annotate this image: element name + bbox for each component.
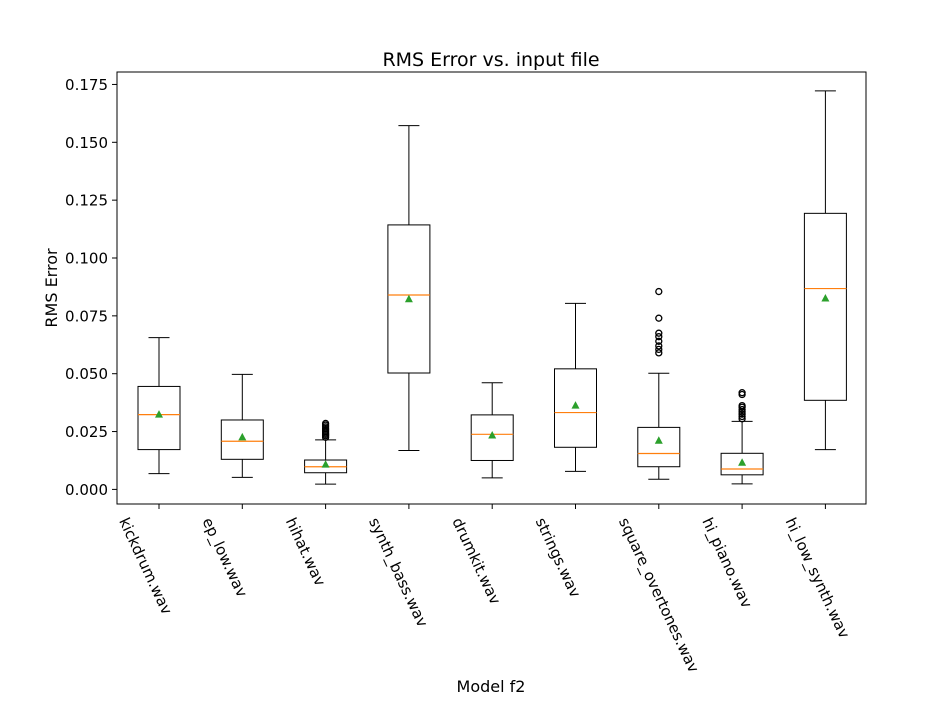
chart-title: RMS Error vs. input file (382, 49, 599, 71)
box-group (720, 389, 764, 485)
outlier-point (321, 419, 330, 428)
x-tick-label: strings.wav (532, 515, 585, 601)
box-group (554, 302, 597, 472)
plot-frame (116, 71, 867, 505)
iqr-box (803, 212, 847, 401)
box-group (137, 337, 181, 475)
y-axis-title: RMS Error (42, 248, 61, 328)
mean-marker (738, 458, 747, 466)
box-group (387, 125, 431, 452)
outlier-point (738, 415, 746, 423)
x-tick-label: synth_bass.wav (364, 515, 431, 631)
mean-marker (571, 401, 580, 409)
iqr-box (554, 368, 597, 448)
outlier-point (655, 314, 663, 322)
mean-marker (238, 432, 247, 441)
outlier-point (655, 337, 663, 345)
outlier-point (655, 345, 663, 354)
iqr-box (720, 452, 764, 476)
outlier-point (655, 333, 663, 341)
box-group (220, 373, 264, 478)
iqr-box (637, 426, 681, 468)
iqr-box (137, 385, 181, 451)
y-tick-label: 0.175 (65, 76, 108, 94)
x-tick-label: hi_piano.wav (697, 515, 756, 612)
mean-marker (404, 294, 413, 303)
box-group (304, 419, 348, 485)
y-tick-label: 0.075 (65, 307, 108, 325)
plot-area (137, 90, 847, 485)
outlier-point (738, 401, 746, 410)
box-group (637, 287, 681, 480)
x-tick-label: ep_low.wav (198, 515, 251, 601)
mean-marker (321, 460, 330, 468)
y-tick-label: 0.050 (65, 365, 108, 383)
y-tick-label: 0.125 (65, 192, 108, 210)
mean-marker (654, 436, 663, 444)
x-axis: kickdrum.wav ep_low.wav hihat.wav synth_bas… (115, 504, 853, 676)
x-tick-label: hihat.wav (282, 515, 329, 589)
x-tick-label: hi_low_synth.wav (781, 515, 854, 642)
y-tick-label: 0.100 (65, 250, 108, 268)
outlier-point (738, 412, 746, 421)
y-tick-label: 0.150 (65, 134, 108, 152)
y-tick-label: 0.000 (65, 481, 108, 499)
mean-marker (488, 430, 497, 439)
x-tick-label: square_overtones.wav (614, 515, 703, 676)
outlier-point (738, 389, 746, 397)
mean-marker (155, 410, 163, 418)
outlier-point (655, 287, 663, 296)
box-group (470, 382, 514, 479)
outlier-point (655, 349, 663, 357)
outlier-point (655, 329, 663, 337)
y-tick-label: 0.025 (65, 423, 108, 441)
x-axis-title: Model f2 (457, 677, 526, 696)
outlier-point (738, 410, 746, 418)
x-tick-label: kickdrum.wav (115, 515, 176, 618)
mean-marker (821, 293, 830, 302)
iqr-box (470, 414, 514, 461)
iqr-box (387, 224, 431, 374)
iqr-box (220, 419, 264, 460)
x-tick-label: drumkit.wav (448, 515, 504, 608)
box-group (803, 90, 847, 451)
y-axis: 0.000 0.025 0.050 0.075 0.100 0.125 0.150 0.175 (65, 76, 117, 499)
outlier-point (655, 342, 663, 350)
outlier-point (738, 405, 746, 414)
